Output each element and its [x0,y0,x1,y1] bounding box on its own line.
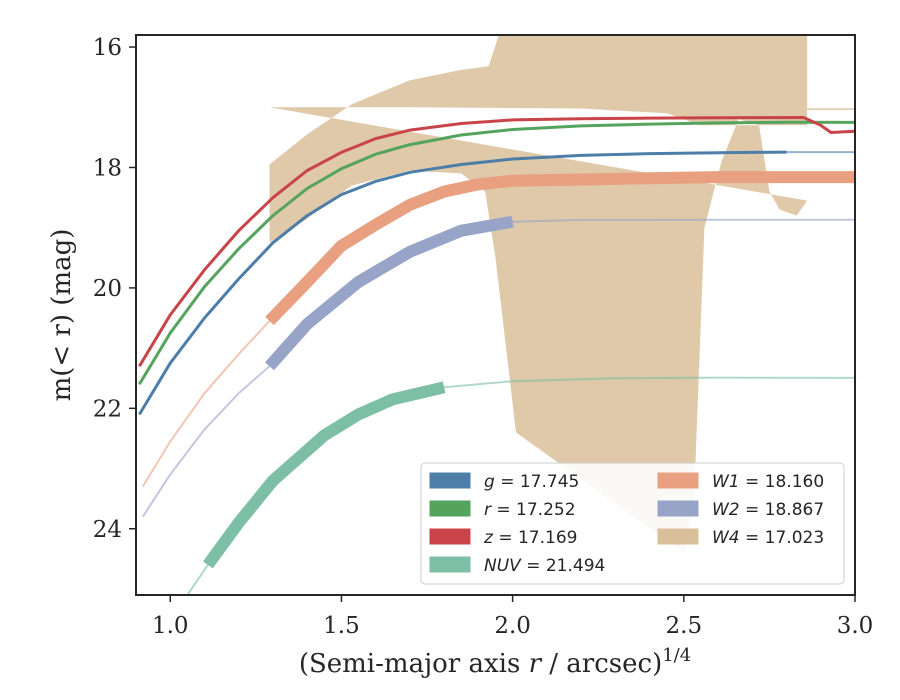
series-layer [138,35,855,595]
series-w1-measured [265,171,855,326]
legend-item-g: g = 17.745 [429,472,579,492]
plot-frame [135,34,856,596]
legend-item-w4: W4 = 17.023 [657,528,824,548]
series-nuv-measured [203,381,446,569]
series-r [138,120,855,385]
legend-swatch [657,500,699,517]
series-w1 [141,171,855,488]
series-w4-band [269,35,808,553]
x-tick-label: 2.0 [494,613,531,639]
series-nuv [186,376,855,595]
series-g-measured [138,150,787,416]
y-tick-label: 20 [93,276,122,302]
x-tick-label: 1.0 [152,613,189,639]
legend-label: W1 = 18.160 [712,472,824,492]
legend-swatch [429,528,471,545]
y-tick-label: 24 [93,517,122,543]
series-g [138,150,855,416]
series-w2 [141,215,855,518]
legend-item-nuv: NUV = 21.494 [429,556,605,576]
legend-label: W2 = 18.867 [712,500,824,520]
legend-label: NUV = 21.494 [484,556,605,576]
x-tick-label: 2.5 [666,613,703,639]
legend-swatch [657,528,699,545]
series-r-measured [138,120,855,385]
y-axis-label: m(< r) (mag) [47,229,77,402]
legend-item-w2: W2 = 18.867 [657,500,824,520]
legend: g = 17.745 r = 17.252 z = 17.169 NUV = 21.4… [420,462,845,585]
y-tick-label: 16 [93,35,122,61]
legend-box [420,462,845,585]
legend-label: z = 17.169 [483,528,577,548]
legend-swatch [657,472,699,489]
legend-swatch [429,472,471,489]
legend-item-w1: W1 = 18.160 [657,472,824,492]
legend-item-r: r = 17.252 [429,500,576,520]
x-axis-label: (Semi-major axis r / arcsec)1/4 [299,645,691,679]
series-z-measured [138,115,855,367]
legend-swatch [429,556,471,573]
x-axis-label-exponent: 1/4 [662,645,691,666]
ticks-layer: 1.0 1.5 2.0 2.5 3.0 16 18 20 22 24 [93,35,874,639]
y-tick-label: 22 [93,396,122,422]
legend-label: r = 17.252 [484,500,576,520]
x-tick-label: 3.0 [837,613,874,639]
series-z [138,115,855,367]
series-w2-measured [265,215,514,371]
legend-swatch [429,500,471,517]
series-w4 [269,35,808,553]
y-tick-label: 18 [93,155,122,181]
x-tick-label: 1.5 [323,613,360,639]
legend-label: W4 = 17.023 [712,528,824,548]
legend-item-z: z = 17.169 [429,528,577,548]
legend-label: g = 17.745 [484,472,579,492]
